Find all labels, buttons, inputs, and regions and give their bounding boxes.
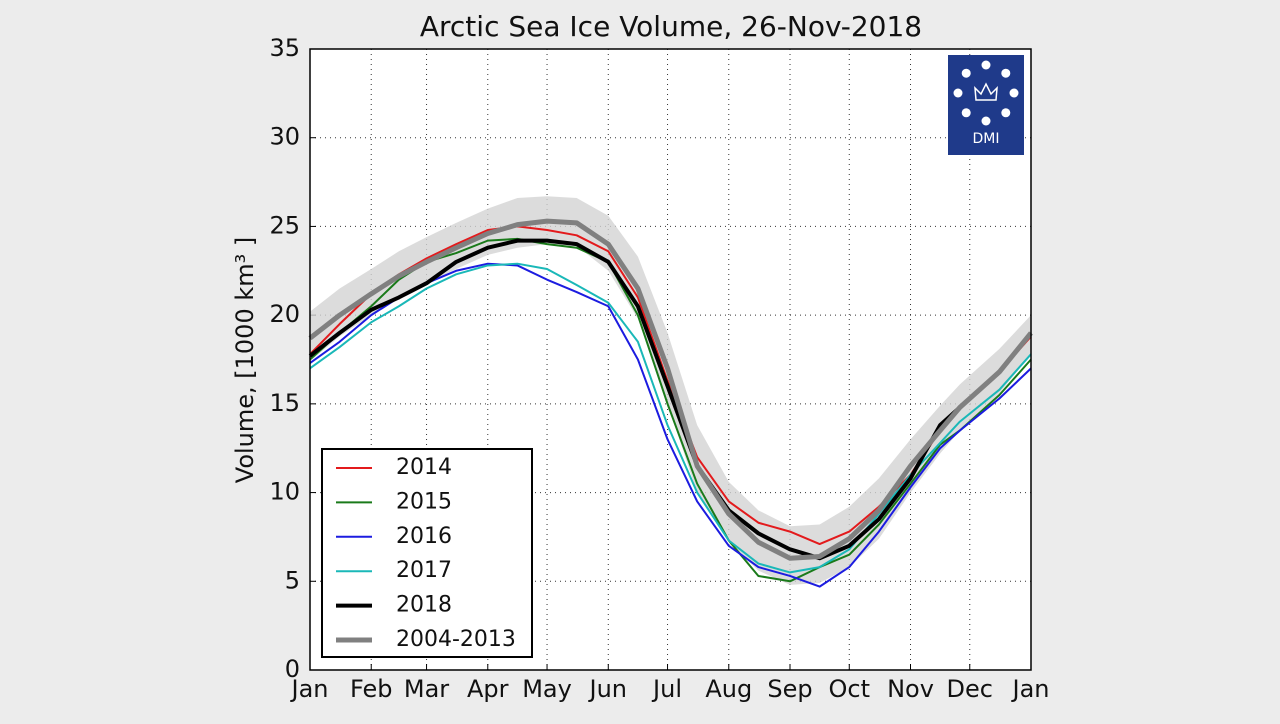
x-tick-label: Jan — [290, 675, 329, 703]
y-tick-label: 5 — [285, 566, 300, 594]
y-tick-label: 25 — [269, 211, 300, 239]
y-tick-label: 15 — [269, 389, 300, 417]
x-tick-label: May — [522, 675, 572, 703]
x-tick-label: Jul — [651, 675, 682, 703]
x-tick-label: Feb — [350, 675, 393, 703]
x-tick-label: Dec — [947, 675, 993, 703]
x-tick-label: Apr — [467, 675, 509, 703]
series-line — [308, 238, 962, 561]
y-tick-label: 10 — [269, 478, 300, 506]
chart-title: Arctic Sea Ice Volume, 26-Nov-2018 — [420, 10, 922, 43]
x-tick-label: Aug — [705, 675, 752, 703]
legend-label: 2014 — [396, 455, 452, 480]
series-line — [308, 218, 1033, 561]
x-tick-label: Oct — [829, 675, 871, 703]
legend-label: 2018 — [396, 593, 452, 618]
x-tick-label: Sep — [767, 675, 812, 703]
y-tick-label: 30 — [269, 123, 300, 151]
x-tick-label: Jan — [1011, 675, 1050, 703]
y-tick-label: 20 — [269, 300, 300, 328]
logo-dot — [1001, 68, 1011, 78]
logo-dot — [961, 108, 971, 118]
y-axis-label: Volume, [1000 km³ ] — [231, 237, 259, 483]
x-tick-label: Nov — [887, 675, 934, 703]
logo-dot — [981, 116, 991, 126]
logo-dot — [1001, 108, 1011, 118]
logo-dot — [1009, 88, 1019, 98]
x-tick-label: Jun — [588, 675, 628, 703]
y-tick-label: 0 — [285, 655, 300, 683]
legend-label: 2016 — [396, 524, 452, 549]
plot-frame — [309, 48, 1032, 671]
y-tick-label: 35 — [269, 34, 300, 62]
logo-dot — [981, 60, 991, 70]
legend-box — [321, 448, 533, 658]
logo-crown — [974, 82, 998, 101]
logo: DMI — [948, 55, 1024, 155]
logo-text: DMI — [973, 131, 1000, 147]
logo-dot — [953, 88, 963, 98]
logo-bg — [948, 55, 1024, 155]
legend-label: 2017 — [396, 558, 452, 583]
legend-label: 2004-2013 — [396, 627, 516, 652]
x-tick-label: Mar — [404, 675, 449, 703]
legend-label: 2015 — [396, 489, 452, 514]
logo-dot — [961, 68, 971, 78]
